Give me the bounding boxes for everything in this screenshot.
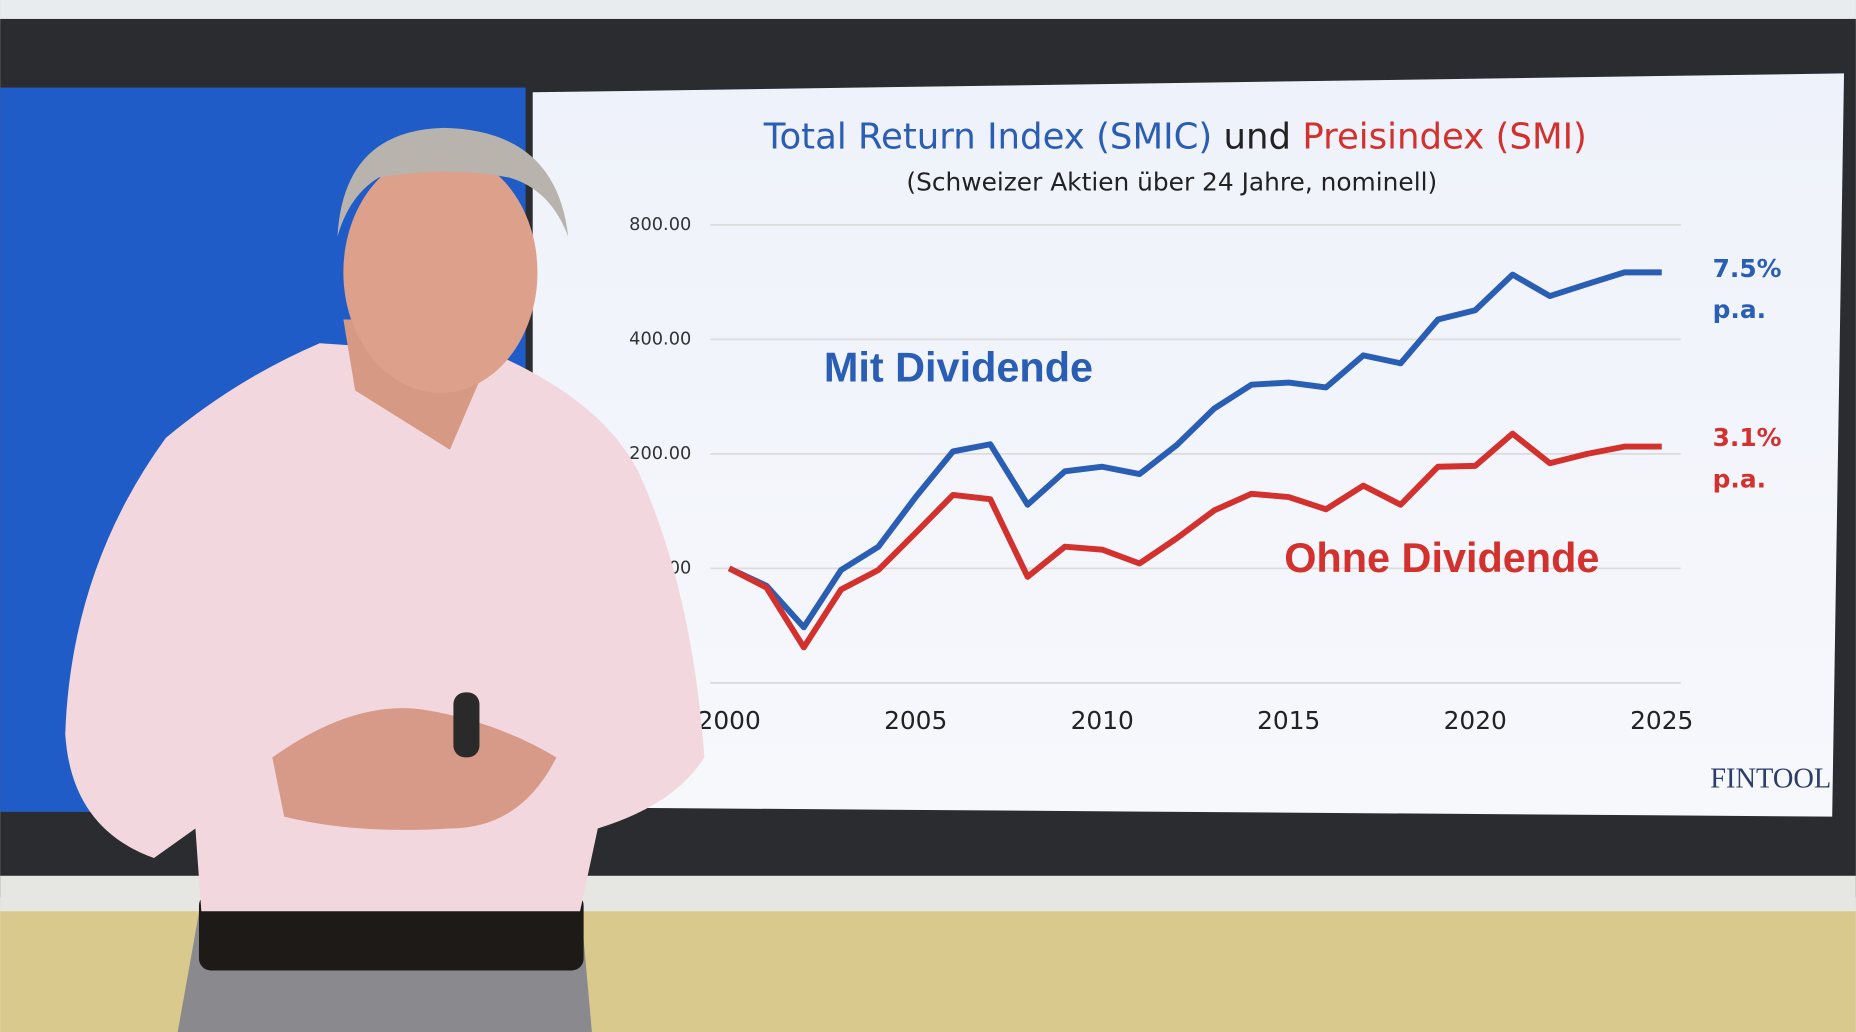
- belt: [198, 893, 584, 971]
- x-tick-label: 2015: [1257, 706, 1320, 735]
- chart: Total Return Index (SMIC) und Preisindex…: [629, 116, 1831, 794]
- series-line: [727, 269, 1662, 631]
- ceiling: [0, 0, 1856, 24]
- y-tick-label: 200.00: [629, 444, 691, 464]
- presenter: [65, 127, 705, 1032]
- rate-label: 3.1%: [1713, 423, 1782, 452]
- chart-subtitle: (Schweizer Aktien über 24 Jahre, nominel…: [906, 167, 1437, 196]
- x-tick-label: 2010: [1071, 706, 1134, 735]
- logo: FINTOOL: [1710, 764, 1831, 795]
- series-label: Ohne Dividende: [1284, 535, 1599, 581]
- remote: [453, 692, 480, 758]
- title-part: Total Return Index (SMIC): [763, 116, 1212, 157]
- x-tick-label: 2025: [1630, 706, 1693, 735]
- chart-screen: [532, 73, 1845, 817]
- series-label: Mit Dividende: [824, 344, 1093, 390]
- chart-title: Total Return Index (SMIC) und Preisindex…: [763, 116, 1587, 157]
- hands: [272, 708, 557, 830]
- x-tick-label: 2000: [698, 706, 761, 735]
- x-tick-label: 2020: [1444, 706, 1507, 735]
- series-line: [727, 430, 1662, 651]
- head: [343, 151, 538, 393]
- hair: [337, 127, 569, 237]
- rate-unit: p.a.: [1713, 295, 1766, 324]
- y-tick-label: 800.00: [629, 215, 691, 235]
- title-part: Preisindex (SMI): [1302, 116, 1587, 157]
- rate-label: 7.5%: [1713, 254, 1782, 283]
- y-tick-label: 400.00: [629, 329, 691, 349]
- title-part: und: [1224, 116, 1292, 157]
- x-tick-label: 2005: [884, 706, 947, 735]
- rate-unit: p.a.: [1713, 464, 1766, 493]
